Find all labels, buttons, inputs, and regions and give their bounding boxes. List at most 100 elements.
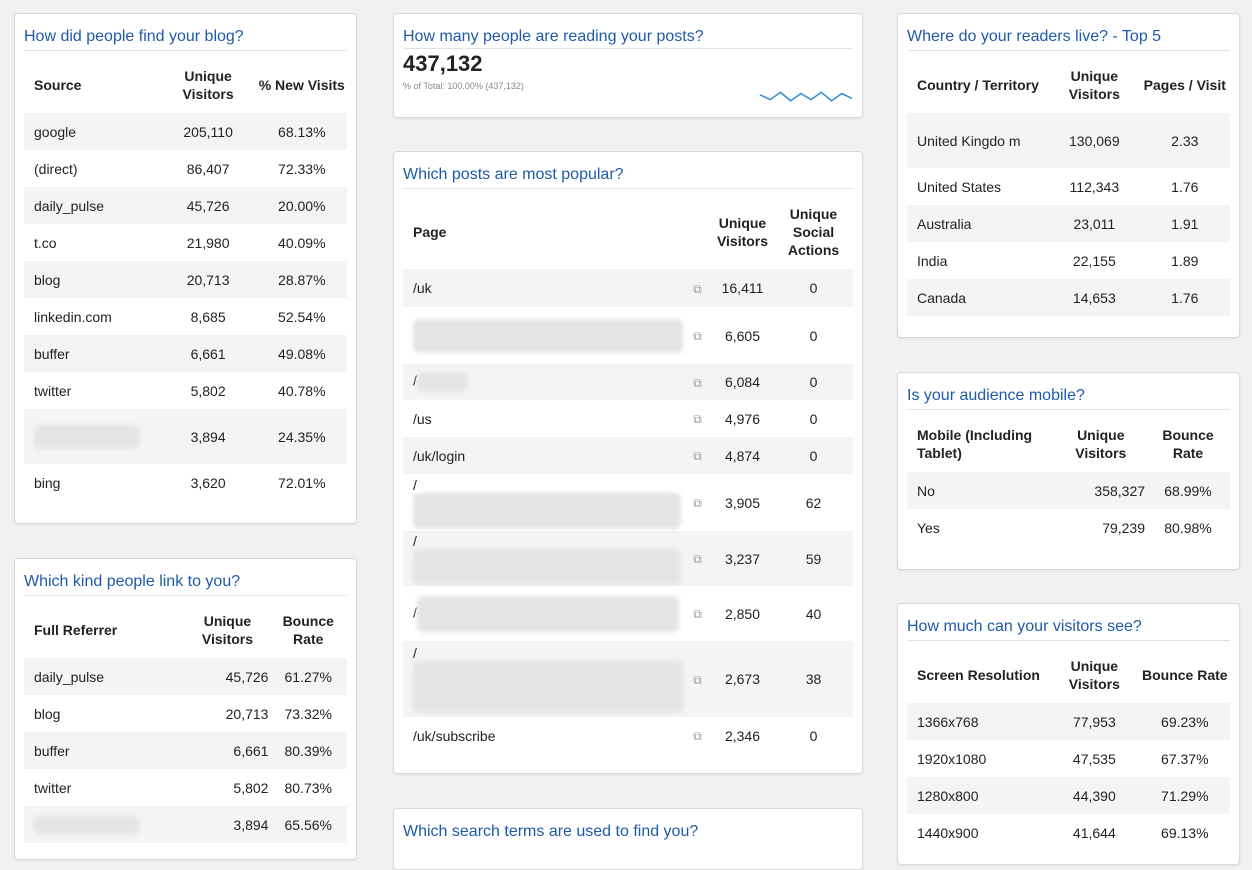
table-row[interactable]: twitter 5,802 40.78% xyxy=(24,372,347,409)
country-name[interactable]: India xyxy=(917,252,948,269)
table-row[interactable]: / ⧉ 3,237 59 xyxy=(403,531,853,586)
source-name[interactable]: (direct) xyxy=(34,160,78,177)
source-name[interactable]: t.co xyxy=(34,234,57,251)
table-row[interactable]: 1280x800 44,390 71.29% xyxy=(907,777,1230,814)
table-row[interactable]: India 22,155 1.89 xyxy=(907,242,1230,279)
table-row[interactable]: /uk ⧉ 16,411 0 xyxy=(403,269,853,307)
mobile-value[interactable]: Yes xyxy=(917,519,940,536)
source-name[interactable]: google xyxy=(24,113,160,150)
countries-title[interactable]: Where do your readers live? - Top 5 xyxy=(907,28,1162,45)
external-link-icon[interactable]: ⧉ xyxy=(684,531,711,586)
col-bounce-rate[interactable]: Bounce Rate xyxy=(1162,427,1214,461)
table-row[interactable]: google 205,110 68.13% xyxy=(24,113,347,150)
table-row[interactable]: t.co 21,980 40.09% xyxy=(24,224,347,261)
country-name[interactable]: United Kingdo m xyxy=(907,113,1050,168)
source-name[interactable]: bing xyxy=(34,474,61,491)
table-row[interactable]: Canada 14,653 1.76 xyxy=(907,279,1230,316)
page-path-redacted[interactable]: / xyxy=(403,474,684,531)
reading-title[interactable]: How many people are reading your posts? xyxy=(403,28,704,45)
referrer-name[interactable]: buffer xyxy=(24,732,186,769)
table-row[interactable]: / ⧉ 3,905 62 xyxy=(403,474,853,531)
resolution-value[interactable]: 1366x768 xyxy=(907,703,1050,740)
table-row[interactable]: 1440x900 41,644 69.13% xyxy=(907,814,1230,851)
external-link-icon[interactable]: ⧉ xyxy=(684,364,711,400)
external-link-icon[interactable]: ⧉ xyxy=(693,496,702,510)
posts-title[interactable]: Which posts are most popular? xyxy=(403,166,624,183)
page-path[interactable]: /uk/login xyxy=(403,437,684,474)
table-row[interactable]: (direct) 86,407 72.33% xyxy=(24,150,347,187)
table-row[interactable]: buffer 6,661 49.08% xyxy=(24,335,347,372)
page-path[interactable]: /us xyxy=(413,410,432,427)
external-link-icon[interactable]: ⧉ xyxy=(684,437,711,474)
col-unique-visitors[interactable]: Unique Visitors xyxy=(182,68,234,102)
external-link-icon[interactable]: ⧉ xyxy=(693,607,702,621)
table-row[interactable]: Yes 79,239 80.98% xyxy=(907,509,1230,546)
country-name[interactable]: Canada xyxy=(907,279,1050,316)
table-row[interactable]: / ⧉ 2,673 38 xyxy=(403,641,853,717)
col-pages-per-visit[interactable]: Pages / Visit xyxy=(1143,77,1226,93)
table-row[interactable]: No 358,327 68.99% xyxy=(907,472,1230,509)
source-name[interactable]: blog xyxy=(24,261,160,298)
sources-title[interactable]: How did people find your blog? xyxy=(24,28,244,45)
col-country[interactable]: Country / Territory xyxy=(917,77,1039,93)
table-row[interactable]: /uk/login ⧉ 4,874 0 xyxy=(403,437,853,474)
table-row[interactable]: /uk/subscribe ⧉ 2,346 0 xyxy=(403,717,853,754)
page-path-redacted[interactable]: / xyxy=(403,531,684,586)
source-name[interactable]: twitter xyxy=(34,382,72,399)
resolution-value[interactable]: 1440x900 xyxy=(917,824,979,841)
table-row[interactable]: 1366x768 77,953 69.23% xyxy=(907,703,1230,740)
referrers-title[interactable]: Which kind people link to you? xyxy=(24,573,241,590)
table-row[interactable]: Australia 23,011 1.91 xyxy=(907,205,1230,242)
external-link-icon[interactable]: ⧉ xyxy=(693,729,702,743)
page-path[interactable]: /uk xyxy=(403,269,684,307)
source-name-redacted[interactable] xyxy=(24,409,160,464)
source-name[interactable]: linkedin.com xyxy=(34,308,112,325)
col-unique-visitors[interactable]: Unique Visitors xyxy=(716,215,769,249)
referrer-name[interactable]: twitter xyxy=(34,779,72,796)
mobile-value[interactable]: No xyxy=(907,472,1056,509)
page-path-redacted[interactable]: / xyxy=(403,586,684,641)
table-row[interactable]: /us ⧉ 4,976 0 xyxy=(403,400,853,437)
table-row[interactable]: United States 112,343 1.76 xyxy=(907,168,1230,205)
page-path-redacted[interactable] xyxy=(403,307,684,364)
external-link-icon[interactable]: ⧉ xyxy=(693,412,702,426)
table-row[interactable]: blog 20,713 73.32% xyxy=(24,695,347,732)
source-name[interactable]: buffer xyxy=(24,335,160,372)
page-path-redacted[interactable]: / xyxy=(403,364,684,400)
col-new-visits[interactable]: % New Visits xyxy=(258,77,345,93)
col-unique-visitors[interactable]: Unique Visitors xyxy=(1075,427,1127,461)
search-terms-title[interactable]: Which search terms are used to find you? xyxy=(403,823,699,840)
table-row[interactable]: United Kingdo m 130,069 2.33 xyxy=(907,113,1230,168)
table-row[interactable]: twitter 5,802 80.73% xyxy=(24,769,347,806)
col-unique-social-actions[interactable]: Unique Social Actions xyxy=(787,206,840,258)
page-path[interactable]: /uk/subscribe xyxy=(413,727,496,744)
external-link-icon[interactable]: ⧉ xyxy=(693,329,702,343)
table-row[interactable]: bing 3,620 72.01% xyxy=(24,464,347,501)
col-mobile[interactable]: Mobile (Including Tablet) xyxy=(917,427,1033,461)
country-name[interactable]: United States xyxy=(917,178,1002,195)
resolution-value[interactable]: 1280x800 xyxy=(907,777,1050,814)
col-bounce-rate[interactable]: Bounce Rate xyxy=(282,613,334,647)
source-name[interactable]: daily_pulse xyxy=(24,187,160,224)
table-row[interactable]: ⧉ 6,605 0 xyxy=(403,307,853,364)
table-row[interactable]: 3,894 65.56% xyxy=(24,806,347,843)
col-source[interactable]: Source xyxy=(34,77,82,93)
table-row[interactable]: daily_pulse 45,726 61.27% xyxy=(24,658,347,695)
col-bounce-rate[interactable]: Bounce Rate xyxy=(1141,667,1228,683)
resolution-value[interactable]: 1920x1080 xyxy=(917,750,987,767)
referrer-name-redacted[interactable] xyxy=(24,806,186,843)
col-unique-visitors[interactable]: Unique Visitors xyxy=(1068,658,1120,692)
table-row[interactable]: buffer 6,661 80.39% xyxy=(24,732,347,769)
table-row[interactable]: 3,894 24.35% xyxy=(24,409,347,464)
external-link-icon[interactable]: ⧉ xyxy=(684,641,711,717)
col-screen-resolution[interactable]: Screen Resolution xyxy=(917,667,1040,683)
col-page[interactable]: Page xyxy=(413,224,447,240)
table-row[interactable]: 1920x1080 47,535 67.37% xyxy=(907,740,1230,777)
country-name[interactable]: Australia xyxy=(907,205,1050,242)
table-row[interactable]: daily_pulse 45,726 20.00% xyxy=(24,187,347,224)
col-unique-visitors[interactable]: Unique Visitors xyxy=(201,613,254,647)
external-link-icon[interactable]: ⧉ xyxy=(684,269,711,307)
col-full-referrer[interactable]: Full Referrer xyxy=(34,622,118,638)
table-row[interactable]: linkedin.com 8,685 52.54% xyxy=(24,298,347,335)
table-row[interactable]: / ⧉ 6,084 0 xyxy=(403,364,853,400)
